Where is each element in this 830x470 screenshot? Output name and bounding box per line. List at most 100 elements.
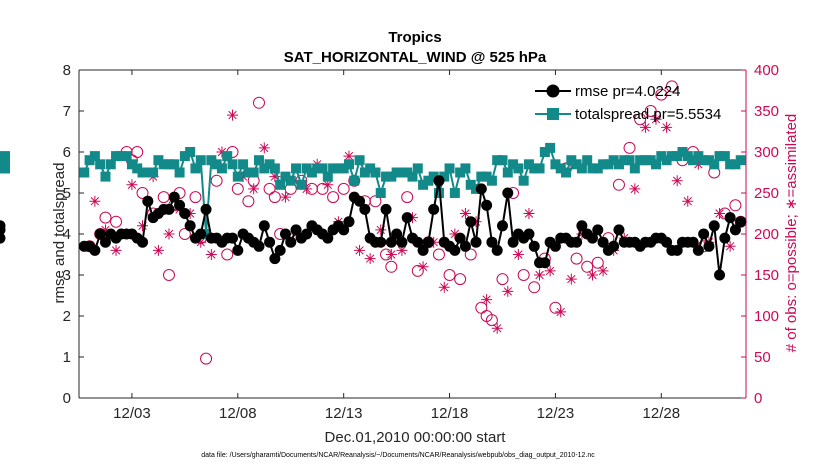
totalspread-point (465, 179, 476, 190)
totalspread-point (116, 151, 127, 162)
rmse-point (454, 232, 466, 244)
totalspread-point (381, 171, 392, 182)
rmse-point (174, 199, 186, 211)
totalspread-point (730, 159, 741, 170)
y-right-tick-label: 300 (754, 144, 779, 161)
obs-assimilated-point (417, 261, 429, 273)
totalspread-point (396, 167, 407, 178)
obs-assimilated-point (195, 236, 207, 248)
x-tick-label: 12/28 (643, 405, 681, 422)
totalspread-point (418, 179, 429, 190)
totalspread-point (592, 163, 603, 174)
y-axis-label-right: # of obs: o=possible; ∗=assimilated (783, 114, 800, 353)
totalspread-point (481, 171, 492, 182)
totalspread-point (460, 163, 471, 174)
obs-possible-point (591, 256, 604, 269)
totalspread-point (534, 163, 545, 174)
rmse-point (481, 199, 493, 211)
totalspread-point (317, 163, 328, 174)
obs-assimilated-point (565, 273, 577, 285)
rmse-point (459, 240, 471, 252)
totalspread-point (582, 155, 593, 166)
obs-assimilated-point (216, 146, 228, 158)
rmse-point (433, 175, 445, 187)
totalspread-point (285, 175, 296, 186)
totalspread-point (508, 159, 519, 170)
rmse-point (475, 183, 487, 195)
data-file-footer: data file: /Users/gharamti/Documents/NCA… (201, 452, 595, 459)
rmse-point (343, 216, 355, 228)
rmse-point (380, 203, 392, 215)
obs-assimilated-point (137, 220, 149, 232)
legend-marker (547, 108, 559, 120)
totalspread-point (391, 167, 402, 178)
rmse-point (597, 236, 609, 248)
totalspread-point (651, 159, 662, 170)
totalspread-point (587, 163, 598, 174)
rmse-point (412, 236, 424, 248)
rmse-point (322, 232, 334, 244)
totalspread-point (709, 159, 720, 170)
obs-possible-point (634, 113, 647, 126)
totalspread-point (163, 159, 174, 170)
rmse-point (729, 224, 741, 236)
y-tick-label: 1 (63, 349, 71, 366)
rmse-point (179, 208, 191, 219)
totalspread-point (259, 163, 270, 174)
obs-possible-point (136, 187, 149, 199)
y-right-tick-label: 400 (754, 62, 779, 79)
totalspread-point (333, 163, 344, 174)
totalspread-point (666, 151, 677, 162)
rmse-point (549, 240, 561, 252)
rmse-point (195, 228, 207, 240)
x-tick-label: 12/23 (537, 405, 575, 422)
totalspread-point (402, 167, 413, 178)
rmse-point (692, 244, 704, 256)
obs-assimilated-point (354, 244, 366, 256)
obs-assimilated-point (650, 113, 662, 125)
obs-assimilated-point (375, 224, 387, 236)
totalspread-point (296, 179, 307, 190)
obs-possible-point (623, 141, 636, 154)
totalspread-point (338, 163, 349, 174)
y-axis-label: rmse and totalspread (51, 163, 68, 304)
obs-assimilated-point (671, 175, 683, 187)
totalspread-point (322, 171, 333, 182)
obs-assimilated-point (502, 285, 514, 297)
totalspread-point (513, 163, 524, 174)
obs-possible-point (242, 195, 255, 208)
rmse-point (523, 228, 535, 240)
rmse-point (465, 216, 477, 228)
totalspread-point (291, 163, 302, 174)
totalspread-point (190, 163, 201, 174)
obs-possible-point (99, 211, 112, 224)
rmse-point (168, 191, 180, 203)
rmse-point (391, 228, 403, 240)
y-tick-label: 0 (63, 390, 71, 407)
obs-possible-point (110, 215, 123, 228)
rmse-point (301, 228, 313, 240)
x-tick-label: 12/18 (431, 405, 469, 422)
totalspread-point (354, 155, 365, 166)
totalspread-point (518, 175, 529, 186)
totalspread-point (280, 171, 291, 182)
totalspread-point (301, 163, 312, 174)
obs-possible-point (221, 248, 234, 261)
totalspread-point (698, 155, 709, 166)
totalspread-point (703, 155, 714, 166)
obs-possible-point (432, 248, 445, 261)
totalspread-point (306, 167, 317, 178)
totalspread-point (423, 175, 434, 186)
rmse-point (576, 220, 588, 232)
obs-assimilated-point (544, 265, 556, 277)
obs-possible-point (443, 269, 456, 281)
obs-assimilated-point (555, 306, 567, 318)
totalspread-point (100, 171, 111, 182)
totalspread-point (677, 147, 688, 157)
rmse-point (200, 203, 212, 215)
totalspread-point (121, 151, 132, 162)
obs-possible-point (327, 191, 340, 204)
totalspread-point (111, 151, 122, 162)
totalspread-point (195, 155, 206, 166)
